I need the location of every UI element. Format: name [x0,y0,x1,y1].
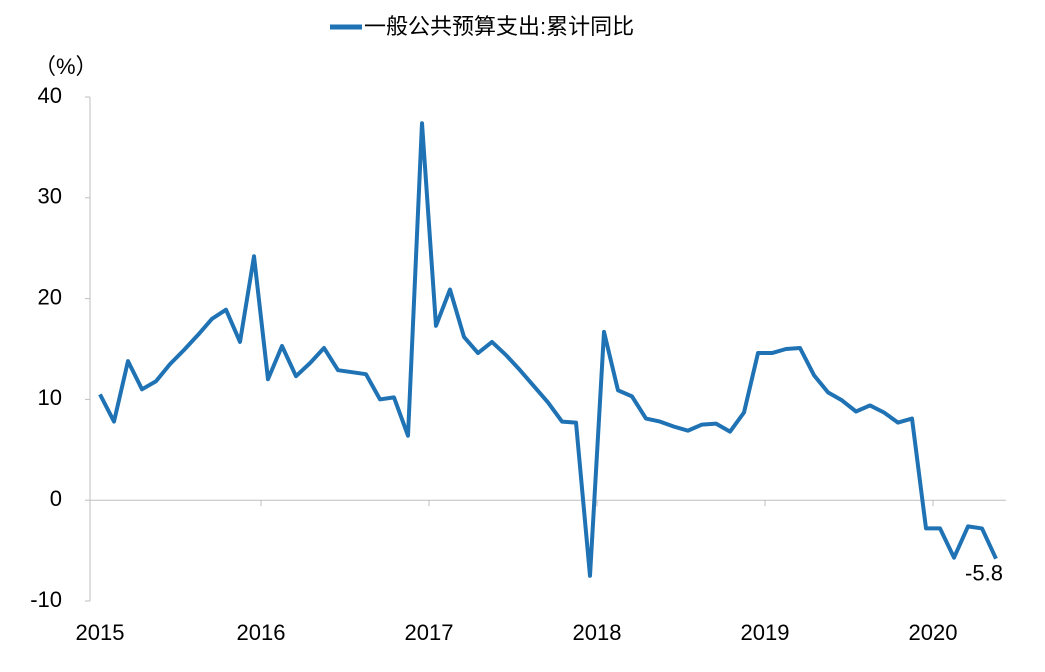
x-tick-label: 2017 [405,620,454,645]
y-tick-label: 20 [38,284,62,309]
line-series [98,121,998,578]
x-tick-label: 2019 [741,620,790,645]
x-tick-label: 2018 [573,620,622,645]
x-tick-label: 2020 [909,620,958,645]
y-tick-label: 40 [38,83,62,108]
y-tick-label: 10 [38,385,62,410]
x-tick-label: 2016 [237,620,286,645]
y-unit: （%） [34,54,98,79]
y-tick-label: 0 [50,486,62,511]
y-tick-label: -10 [30,587,62,612]
data-label: -5.8 [965,560,1003,585]
y-tick-label: 30 [38,184,62,209]
legend-label: 一般公共预算支出:累计同比 [364,14,634,39]
x-tick-label: 2015 [76,620,125,645]
